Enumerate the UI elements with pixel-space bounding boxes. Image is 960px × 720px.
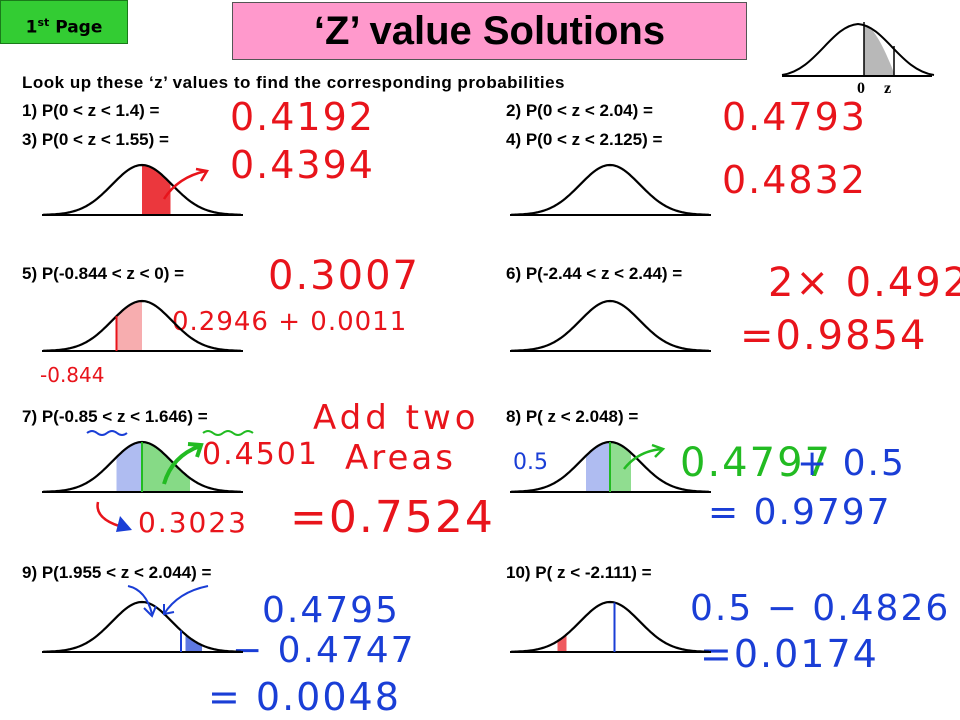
line1-9: 0.4795: [262, 590, 400, 631]
curve-q8-shade-1: [610, 442, 631, 492]
answer-5: 0.3007: [268, 253, 420, 299]
question-9: 9) P(1.955 < z < 2.044) =: [22, 563, 212, 582]
curve-q6: [510, 299, 711, 352]
question-4: 4) P(0 < z < 2.125) =: [506, 130, 663, 149]
question-8: 8) P( z < 2.048) =: [506, 407, 639, 426]
arrow-q7-blue: [96, 501, 132, 532]
answer-6: =0.9854: [740, 313, 928, 359]
badge-text: Page: [49, 17, 103, 38]
arrow-q8: [623, 443, 666, 470]
work-8-blue: + 0.5: [797, 443, 906, 484]
curve-q4: [510, 163, 711, 216]
note-7-areas: Areas: [345, 438, 456, 478]
part2-7: 0.3023: [138, 506, 248, 539]
arrows-q9: [127, 585, 209, 618]
curve-q7-shade-0: [116, 442, 142, 492]
curve-q4-bell: [510, 163, 710, 216]
curve-q9-bell: [42, 600, 242, 653]
answer-9: = 0.0048: [208, 675, 401, 719]
work-10: 0.5 − 0.4826: [690, 588, 951, 629]
answer-7: =0.7524: [290, 492, 495, 543]
curve-q3: [42, 163, 243, 216]
curve-q7-shade-1: [142, 442, 190, 492]
curve-q8: [510, 440, 711, 493]
curve-q10-bell: [510, 600, 710, 653]
question-7: 7) P(-0.85 < z < 1.646) =: [22, 407, 208, 426]
diagram-shaded-area: [864, 24, 894, 76]
diagram-curve: [781, 22, 935, 76]
answer-3: 0.4394: [230, 143, 375, 187]
answer-2: 0.4793: [722, 95, 867, 139]
curve-q10-shade-0: [557, 634, 567, 652]
diagram-z-label: z: [884, 80, 892, 97]
work-6: 2× 0.4927: [768, 260, 960, 306]
badge-number: 1: [25, 17, 38, 38]
page-title: ‘Z’ value Solutions: [232, 2, 747, 60]
question-10: 10) P( z < -2.111) =: [506, 563, 652, 582]
work-5: 0.2946 + 0.0011: [172, 307, 408, 337]
answer-4: 0.4832: [722, 158, 867, 202]
diagram-zero-label: 0: [857, 80, 865, 97]
question-3: 3) P(0 < z < 1.55) =: [22, 130, 169, 149]
curve-q5: [42, 299, 243, 352]
part1-7: 0.4501: [202, 437, 319, 472]
note-7-add-two: Add two: [313, 398, 480, 438]
normal-diagram: [781, 22, 935, 77]
answer-1: 0.4192: [230, 95, 375, 139]
page-badge: 1st Page: [0, 0, 128, 44]
curve-q3-bell: [42, 163, 242, 216]
curve-q9: [42, 600, 243, 653]
line2-9: − 0.4747: [232, 630, 416, 671]
curve-q10: [510, 600, 711, 653]
z-label-5: -0.844: [40, 363, 105, 387]
instructions: Look up these ‘z’ values to find the cor…: [22, 73, 566, 92]
question-1: 1) P(0 < z < 1.4) =: [22, 101, 160, 120]
curve-q5-shade-0: [116, 301, 142, 351]
underline-7: [86, 430, 254, 436]
curve-q6-bell: [510, 299, 710, 352]
question-2: 2) P(0 < z < 2.04) =: [506, 101, 653, 120]
question-6: 6) P(-2.44 < z < 2.44) =: [506, 264, 683, 283]
badge-ordinal: st: [37, 16, 50, 29]
answer-8: = 0.9797: [708, 492, 892, 533]
answer-10: =0.0174: [700, 632, 879, 676]
curve-q7: [42, 440, 243, 493]
arrow-q3: [162, 167, 210, 200]
question-5: 5) P(-0.844 < z < 0) =: [22, 264, 185, 283]
arrow-q7-green: [162, 442, 204, 485]
curve-q8-shade-0: [586, 442, 610, 492]
half-8: 0.5: [513, 450, 548, 475]
work-8-green: 0.4797: [680, 440, 832, 486]
curve-q5-bell: [42, 299, 242, 352]
